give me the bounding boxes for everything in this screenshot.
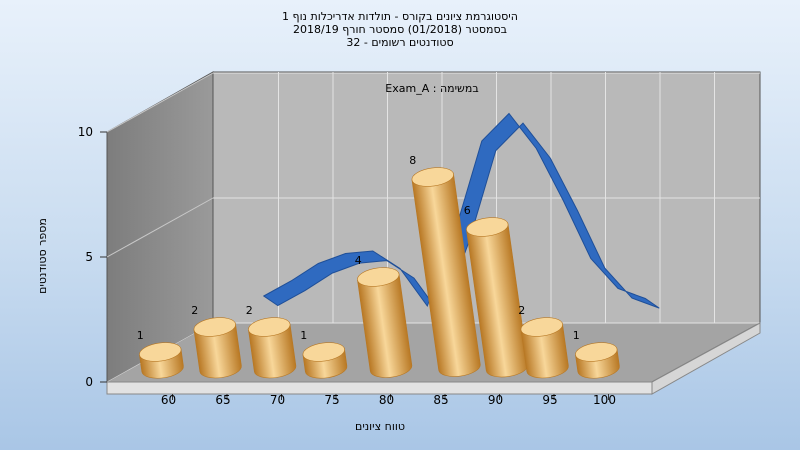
bar-body — [248, 323, 297, 379]
bar-top — [248, 317, 291, 337]
data-label: 2 — [191, 304, 198, 317]
y-axis-title: מספר סטודנטים — [36, 218, 49, 294]
bar-2: 2 — [191, 304, 242, 379]
x-axis-title: טווח ציונים — [355, 420, 405, 433]
bar-top — [575, 342, 618, 362]
bar-body — [357, 273, 413, 378]
y-tick-label: 5 — [85, 250, 93, 264]
bar-top — [139, 342, 182, 362]
x-tick-label: 70 — [270, 393, 285, 407]
x-tick-label: 95 — [542, 393, 557, 407]
data-label: 6 — [464, 204, 471, 217]
bars: 1 2 2 1 4 8 6 2 1 — [137, 154, 620, 379]
bar-5: 4 — [355, 254, 413, 378]
bar-top — [520, 317, 563, 337]
bar-3: 2 — [246, 304, 297, 379]
data-label: 1 — [300, 329, 307, 342]
bar-top — [411, 167, 454, 187]
bar-top — [193, 317, 236, 337]
bar-8: 2 — [518, 304, 569, 379]
exam-annotation: Exam_A : במשימה — [385, 82, 478, 95]
title-line-3: סטודנטים רשומים - 32 — [346, 36, 453, 49]
data-label: 4 — [355, 254, 362, 267]
title-line-2: בסמסטר (01/2018) סמסטר חורף 2018/19 — [293, 23, 507, 36]
x-tick-label: 100 — [593, 393, 616, 407]
bar-top — [357, 267, 400, 287]
data-label: 2 — [518, 304, 525, 317]
normal-curve-ribbon — [262, 112, 660, 317]
bar-7: 6 — [464, 204, 529, 378]
title-line-1: היסטוגרמת ציונים בקורס - תולדות אדריכלות… — [282, 10, 518, 23]
normal-curve — [262, 112, 660, 317]
chart-title: היסטוגרמת ציונים בקורס - תולדות אדריכלות… — [282, 10, 518, 49]
grid-line-side — [106, 197, 214, 258]
data-label: 8 — [409, 154, 416, 167]
x-tick-label: 75 — [324, 393, 339, 407]
bar-body — [411, 173, 481, 377]
bar-1: 1 — [137, 329, 184, 379]
front-edge — [106, 381, 653, 395]
x-tick-label: 65 — [215, 393, 230, 407]
bar-4: 1 — [300, 329, 348, 379]
bar-top — [466, 217, 509, 237]
x-tick-label: 90 — [488, 393, 503, 407]
bar-6: 8 — [409, 154, 481, 377]
x-tick-label: 80 — [379, 393, 394, 407]
data-label: 2 — [246, 304, 253, 317]
axes: 0 5 10 60 65 70 75 80 85 90 95 100 — [78, 125, 616, 407]
data-label: 1 — [573, 329, 580, 342]
bar-body — [520, 323, 569, 379]
x-tick-label: 85 — [433, 393, 448, 407]
data-label: 1 — [137, 329, 144, 342]
bar-body — [193, 323, 242, 379]
bar-top — [302, 342, 345, 362]
bar-9: 1 — [573, 329, 620, 379]
grid-line-side — [106, 72, 214, 133]
y-tick-label: 0 — [85, 375, 93, 389]
y-tick-label: 10 — [78, 125, 93, 139]
x-tick-label: 60 — [161, 393, 176, 407]
